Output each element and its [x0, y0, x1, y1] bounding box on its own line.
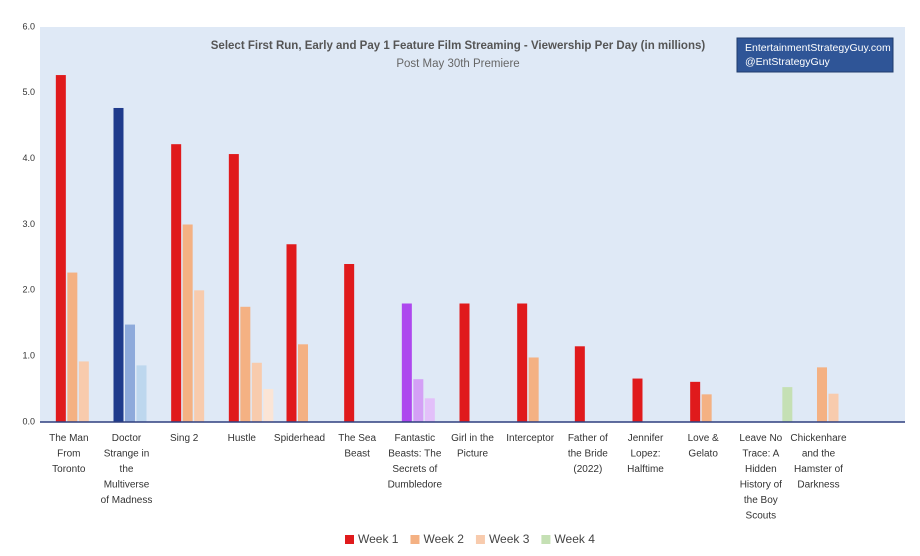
y-tick-label: 3.0: [22, 219, 35, 229]
x-tick-label: Leave No Trace: A Hidden History of the Boy S…: [739, 433, 782, 522]
bar: [459, 303, 470, 422]
bar: [690, 381, 701, 422]
bar: [228, 154, 239, 422]
bar: [344, 264, 355, 422]
bar: [632, 378, 643, 422]
y-tick-label: 0.0: [22, 416, 35, 426]
bar: [528, 357, 539, 422]
bar: [78, 361, 89, 422]
bar: [251, 362, 262, 422]
x-tick-label: Father of the Bride (2022): [568, 433, 608, 475]
bar: [413, 379, 424, 422]
x-tick-label: Doctor Strange in the Multiverse of Madness: [101, 433, 153, 506]
bar: [574, 346, 585, 422]
bar: [125, 324, 135, 422]
chart-title: Select First Run, Early and Pay 1 Featur…: [211, 40, 706, 52]
bar: [298, 344, 308, 422]
legend-swatch: [475, 535, 485, 544]
x-tick-label: Spiderhead: [274, 433, 325, 444]
bar: [701, 394, 712, 422]
legend-label: Week 3: [489, 532, 530, 546]
chart-subtitle: Post May 30th Premiere: [396, 58, 519, 70]
source-box: [736, 37, 894, 73]
bar: [240, 306, 251, 422]
x-tick-label: Interceptor: [506, 433, 554, 444]
legend-label: Week 4: [554, 532, 595, 546]
bar: [424, 398, 435, 422]
y-tick-label: 6.0: [22, 21, 35, 31]
x-tick-label: Chickenhare and the Hamster of Darkness: [790, 433, 847, 491]
plot-area: [40, 27, 905, 422]
bar: [782, 387, 793, 422]
bar: [401, 303, 412, 422]
x-tick-label: Sing 2: [170, 433, 199, 444]
bar: [67, 272, 78, 422]
y-tick-label: 2.0: [22, 285, 35, 295]
x-tick-label: Jennifer Lopez: Halftime: [627, 433, 664, 475]
bar: [194, 290, 205, 422]
legend-label: Week 2: [423, 532, 464, 546]
bar: [517, 303, 528, 422]
bar: [182, 224, 193, 422]
bar: [817, 367, 827, 422]
x-tick-label: The Sea Beast: [338, 433, 376, 460]
legend-swatch: [541, 535, 551, 544]
legend-label: Week 1: [358, 532, 399, 546]
y-tick-label: 1.0: [22, 351, 35, 361]
y-tick-label: 5.0: [22, 87, 35, 97]
bar: [286, 244, 297, 422]
bar: [828, 393, 839, 422]
legend-swatch: [345, 535, 354, 544]
x-tick-label: Girl in the Picture: [451, 433, 494, 460]
x-tick-label: Love & Gelato: [688, 433, 719, 460]
x-tick-label: Fantastic Beasts: The Secrets of Dumbledore: [388, 433, 443, 491]
y-tick-label: 4.0: [22, 153, 35, 163]
bar: [113, 107, 124, 422]
legend-swatch: [410, 535, 420, 544]
annotation: @EntStrategyGuy: [745, 56, 831, 68]
bar: [263, 389, 274, 422]
bar: [171, 144, 182, 422]
x-tick-label: Hustle: [228, 433, 257, 444]
annotation: EntertainmentStrategyGuy.com: [745, 42, 891, 54]
bar: [55, 75, 66, 422]
x-tick-label: The Man From Toronto: [49, 433, 88, 475]
bar: [136, 365, 147, 422]
